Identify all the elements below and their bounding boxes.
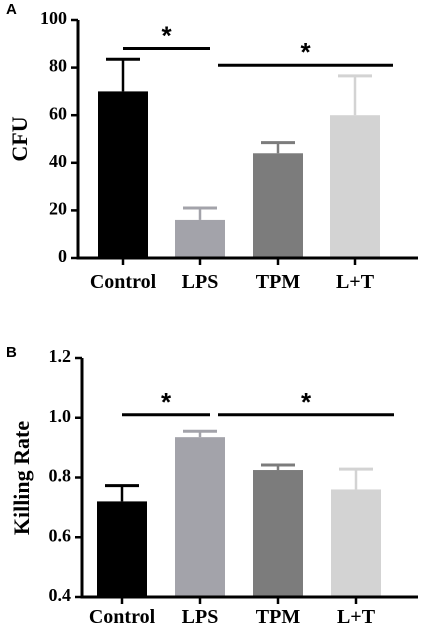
bar-l-t <box>330 115 380 258</box>
significance-star: * <box>300 37 311 67</box>
bar-lps <box>175 219 225 258</box>
category-label: L+T <box>336 271 375 293</box>
y-tick-label: 0.6 <box>49 525 72 545</box>
y-tick-label: 20 <box>49 199 67 219</box>
y-tick-label: 100 <box>40 8 67 28</box>
y-tick-label: 0.4 <box>49 585 72 605</box>
significance-star: * <box>161 21 172 51</box>
panel-letter: A <box>6 1 17 18</box>
category-label: Control <box>89 606 156 628</box>
y-tick-label: 1.0 <box>49 406 72 426</box>
y-tick-label: 0 <box>58 246 67 266</box>
category-label: L+T <box>337 606 376 628</box>
category-label: TPM <box>256 606 301 628</box>
category-label: TPM <box>256 271 301 293</box>
category-label: LPS <box>182 271 219 293</box>
panel-letter: B <box>6 344 17 361</box>
y-tick-label: 1.2 <box>49 346 72 366</box>
category-label: Control <box>90 271 157 293</box>
y-tick-label: 0.8 <box>49 466 72 486</box>
bar-l-t <box>331 489 381 597</box>
category-label: LPS <box>182 606 219 628</box>
bar-tpm <box>253 470 303 597</box>
y-axis-title: Killing Rate <box>9 421 34 536</box>
significance-star: * <box>301 387 312 417</box>
y-tick-label: 60 <box>49 103 67 123</box>
panel-b: B Killing Rate Control LPS TPM L+T 0.4 0.6 0.8 1.… <box>6 344 418 628</box>
panel-a: A CFU Control LPS TPM L+T 0 20 40 60 80 100 * * <box>6 1 418 293</box>
bar-lps <box>175 437 225 597</box>
bar-control <box>98 91 148 259</box>
bar-control <box>97 501 147 597</box>
y-axis-title: CFU <box>7 116 32 161</box>
bar-tpm <box>253 153 303 258</box>
y-tick-label: 40 <box>49 151 67 171</box>
y-tick-label: 80 <box>49 56 67 76</box>
significance-star: * <box>161 387 172 417</box>
